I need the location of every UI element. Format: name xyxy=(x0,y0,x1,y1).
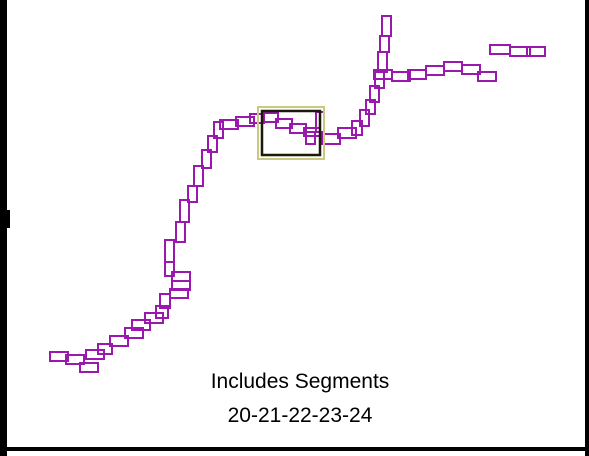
segment-marker[interactable] xyxy=(461,64,481,75)
frame-left-border xyxy=(0,0,7,456)
frame-bottom-border xyxy=(0,447,589,451)
segment-marker[interactable] xyxy=(159,293,171,309)
segment-marker[interactable] xyxy=(201,149,212,169)
frame-right-border xyxy=(585,0,589,456)
segment-marker[interactable] xyxy=(351,120,363,136)
segment-marker[interactable] xyxy=(477,71,497,82)
segment-marker[interactable] xyxy=(305,131,316,145)
segment-marker[interactable] xyxy=(187,185,198,203)
segment-marker[interactable] xyxy=(509,46,531,57)
segment-marker[interactable] xyxy=(235,116,255,127)
caption-includes-segments: Includes Segments xyxy=(210,370,390,393)
selected-segment-highlight[interactable] xyxy=(257,106,325,160)
segment-marker[interactable] xyxy=(175,221,186,243)
segment-marker[interactable] xyxy=(379,35,390,53)
segment-marker[interactable] xyxy=(124,327,144,339)
segment-marker[interactable] xyxy=(155,305,169,319)
segment-marker[interactable] xyxy=(489,44,511,55)
segment-marker[interactable] xyxy=(359,109,370,127)
segment-marker[interactable] xyxy=(219,119,239,130)
segment-marker[interactable] xyxy=(337,127,357,139)
segment-marker[interactable] xyxy=(49,351,69,362)
segment-marker[interactable] xyxy=(381,15,392,37)
segment-marker[interactable] xyxy=(391,71,411,82)
segment-marker[interactable] xyxy=(164,239,175,263)
segment-marker[interactable] xyxy=(443,61,463,72)
highlight-outer-frame xyxy=(257,106,325,160)
segment-marker[interactable] xyxy=(207,135,218,153)
segment-marker[interactable] xyxy=(425,65,445,76)
segment-marker[interactable] xyxy=(65,354,85,365)
segment-marker[interactable] xyxy=(193,165,204,187)
frame-tick-left xyxy=(7,210,10,228)
segment-marker[interactable] xyxy=(526,46,546,57)
segment-marker[interactable] xyxy=(131,319,151,331)
segment-marker[interactable] xyxy=(79,362,99,373)
highlight-inner-frame xyxy=(260,109,322,157)
segment-marker[interactable] xyxy=(109,335,129,347)
segment-marker[interactable] xyxy=(169,288,189,299)
segment-marker[interactable] xyxy=(97,343,113,355)
segment-markers xyxy=(49,15,546,373)
segment-marker[interactable] xyxy=(179,199,190,223)
caption-segment-numbers: 20-21-22-23-24 xyxy=(227,404,373,427)
